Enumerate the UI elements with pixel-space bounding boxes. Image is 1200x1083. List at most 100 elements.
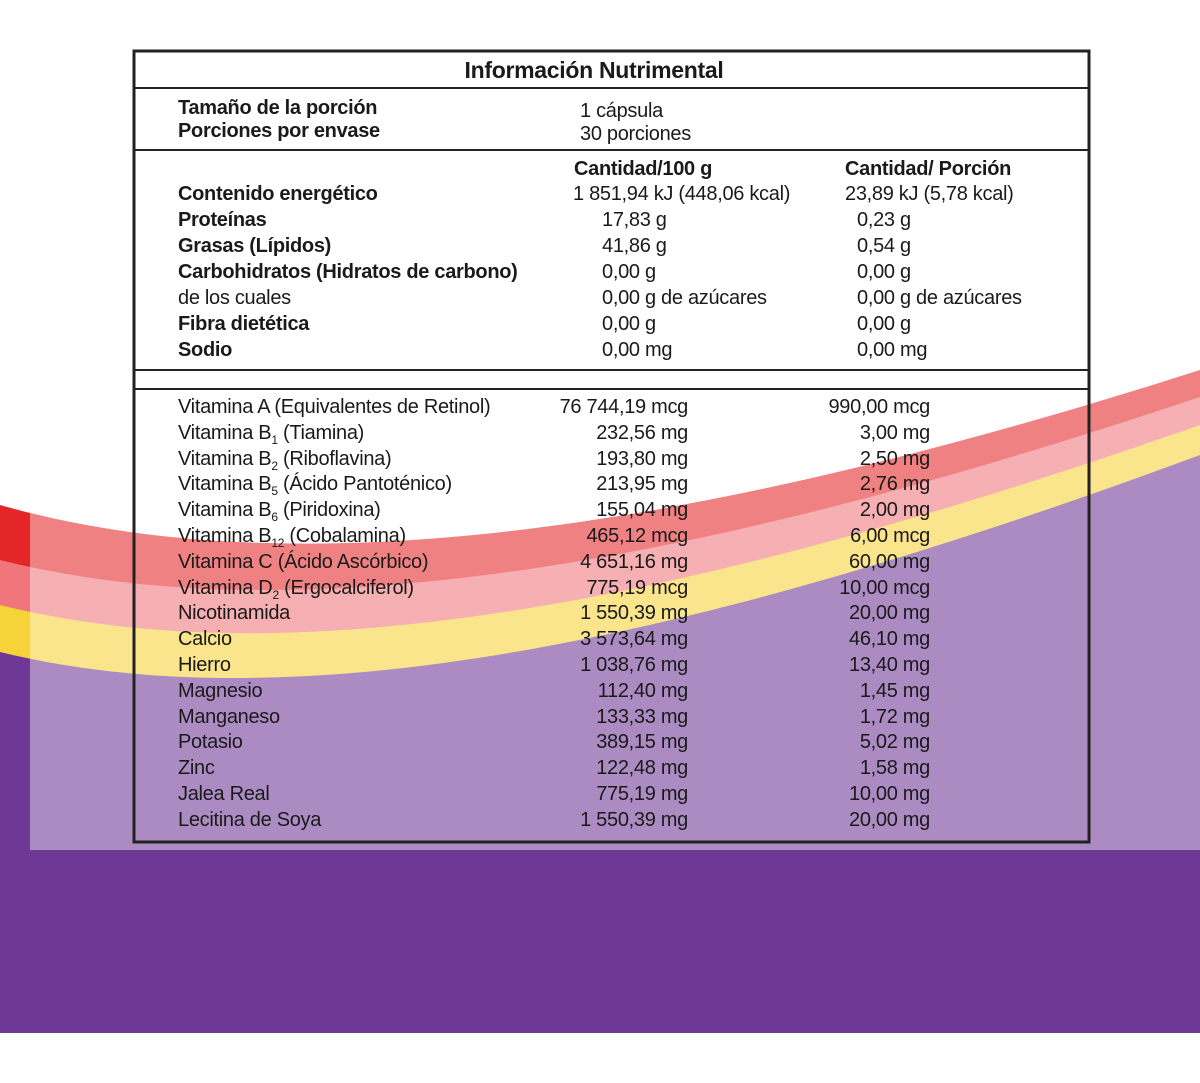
vitamin-per-100g: 775,19 mcg (586, 576, 688, 599)
nutrient-per-100g: 0,00 g (602, 261, 656, 283)
vitamin-per-portion: 2,76 mg (859, 473, 930, 496)
nutrient-per-portion: 0,00 g de azúcares (857, 287, 1022, 309)
vitamin-name: Vitamina B1 (Tiamina) (178, 421, 365, 447)
vitamin-per-portion: 20,00 mg (849, 808, 930, 831)
nutrient-name: Fibra dietética (178, 313, 310, 335)
vitamin-name: Vitamina A (Equivalentes de Retinol) (178, 395, 491, 419)
vitamin-per-portion: 10,00 mg (849, 783, 930, 805)
vitamin-per-100g: 155,04 mg (596, 499, 688, 522)
nutrient-per-portion: 0,00 mg (857, 339, 928, 361)
nutrient-name: Contenido energético (178, 183, 378, 205)
nutrient-per-100g: 1 851,94 kJ (448,06 kcal) (573, 183, 791, 205)
nutrient-per-100g: 41,86 g (602, 235, 667, 257)
vitamin-name-text: Hierro (178, 654, 231, 676)
vitamin-per-100g: 112,40 mg (597, 679, 689, 702)
nutrient-name: de los cuales (178, 287, 291, 309)
vitamin-per-portion: 5,02 mg (859, 731, 930, 754)
overlay (30, 0, 1200, 850)
rule (135, 369, 1088, 371)
nutrient-per-100g: 0,00 mg (602, 339, 673, 361)
column-header: Cantidad/100 g (574, 158, 713, 180)
purple-wave (0, 455, 1200, 1033)
vitamin-name-text: Zinc (178, 757, 215, 780)
vitamin-name-text: Manganeso (178, 705, 280, 728)
vitamin-name: Vitamina B5 (Ácido Pantoténico) (178, 472, 452, 499)
vitamin-per-portion: 2,50 mg (859, 447, 930, 470)
vitamin-per-100g: 1 038,76 mg (580, 654, 688, 676)
vitamin-name-text: Potasio (178, 731, 243, 754)
vitamin-per-portion: 2,00 mg (859, 499, 930, 522)
vitamin-name-text: Vitamina B (178, 447, 272, 470)
vitamin-name-suffix: (Ácido Pantoténico) (277, 473, 452, 496)
vitamin-name: Hierro (178, 653, 231, 677)
nutrient-name: Sodio (178, 339, 233, 361)
nutrient-per-portion: 0,23 g (857, 209, 911, 231)
rule (135, 388, 1088, 390)
vitamin-name: Potasio (178, 730, 243, 754)
vitamin-per-100g: 4 651,16 mg (580, 550, 688, 573)
vitamin-name-suffix: (Riboflavina) (277, 447, 392, 470)
vitamin-name: Lecitina de Soya (178, 808, 321, 832)
vitamin-name-suffix: (Tiamina) (277, 421, 365, 444)
vitamin-name-text: Vitamina D (178, 576, 273, 599)
nutrient-per-portion: 0,00 g (857, 313, 911, 335)
vitamin-name-suffix: (Piridoxina) (277, 499, 381, 522)
rule (135, 149, 1088, 151)
vitamin-per-100g: 133,33 mg (596, 705, 688, 728)
vitamin-name-text: Nicotinamida (178, 602, 291, 625)
vitamin-per-portion: 60,00 mg (849, 550, 930, 573)
vitamin-name: Vitamina B12 (Cobalamina) (178, 524, 406, 550)
vitamin-per-portion: 46,10 mg (849, 628, 930, 651)
rule (135, 87, 1088, 89)
vitamin-name-text: Calcio (178, 628, 232, 651)
title: Información Nutrimental (464, 57, 724, 83)
vitamin-per-100g: 232,56 mg (596, 421, 688, 444)
serving-label: Tamaño de la porción (178, 97, 378, 119)
vitamin-name-suffix: (Ergocalciferol) (278, 576, 414, 599)
vitamin-subscript: 1 (271, 432, 278, 447)
nutrient-per-100g: 0,00 g (602, 313, 656, 335)
vitamin-name-text: Vitamina B (178, 499, 272, 522)
vitamin-per-portion: 13,40 mg (849, 654, 930, 676)
vitamin-name: Jalea Real (178, 782, 270, 806)
vitamin-name-text: Vitamina B (178, 421, 272, 444)
vitamin-per-100g: 213,95 mg (596, 473, 688, 496)
nutrient-per-100g: 17,83 g (602, 209, 667, 231)
vitamin-per-portion: 1,45 mg (859, 679, 930, 702)
vitamin-name: Vitamina B6 (Piridoxina) (178, 498, 381, 523)
vitamin-per-portion: 1,72 mg (859, 705, 930, 728)
nutrient-per-portion: 23,89 kJ (5,78 kcal) (845, 183, 1014, 205)
vitamin-name: Vitamina D2 (Ergocalciferol) (178, 576, 414, 601)
nutrient-per-portion: 0,00 g (857, 261, 911, 283)
vitamin-per-portion: 1,58 mg (859, 757, 930, 780)
vitamin-per-100g: 193,80 mg (596, 447, 688, 470)
vitamin-per-100g: 775,19 mg (596, 783, 688, 805)
vitamin-subscript: 12 (271, 536, 285, 550)
vitamin-name: Magnesio (178, 679, 263, 703)
vitamin-name-text: Lecitina de Soya (178, 808, 322, 831)
vitamin-name-suffix: (Cobalamina) (284, 525, 406, 547)
vitamin-subscript: 5 (271, 484, 278, 499)
vitamin-subscript: 2 (271, 458, 278, 473)
vitamin-name-text: Vitamina A (Equivalentes de Retinol) (178, 396, 491, 418)
nutrient-per-100g: 0,00 g de azúcares (602, 287, 767, 309)
vitamin-per-portion: 3,00 mg (859, 421, 930, 444)
vitamin-name: Zinc (178, 756, 215, 780)
vitamin-per-100g: 3 573,64 mg (580, 628, 688, 651)
serving-value: 1 cápsula (580, 100, 663, 122)
nutrient-name: Grasas (Lípidos) (178, 235, 332, 257)
vitamin-per-100g: 76 744,19 mcg (559, 396, 689, 418)
vitamin-per-100g: 1 550,39 mg (580, 808, 688, 831)
nutrient-per-portion: 0,54 g (857, 235, 911, 257)
vitamin-per-100g: 122,48 mg (596, 757, 688, 780)
vitamin-name-text: Jalea Real (178, 783, 270, 805)
vitamin-per-100g: 465,12 mcg (586, 525, 688, 547)
vitamin-per-portion: 990,00 mcg (828, 396, 930, 418)
table-border (132, 49, 1091, 844)
vitamin-name-text: Vitamina B (178, 525, 272, 547)
vitamin-name-text: Magnesio (178, 679, 263, 702)
vitamin-name: Vitamina B2 (Riboflavina) (178, 447, 392, 473)
